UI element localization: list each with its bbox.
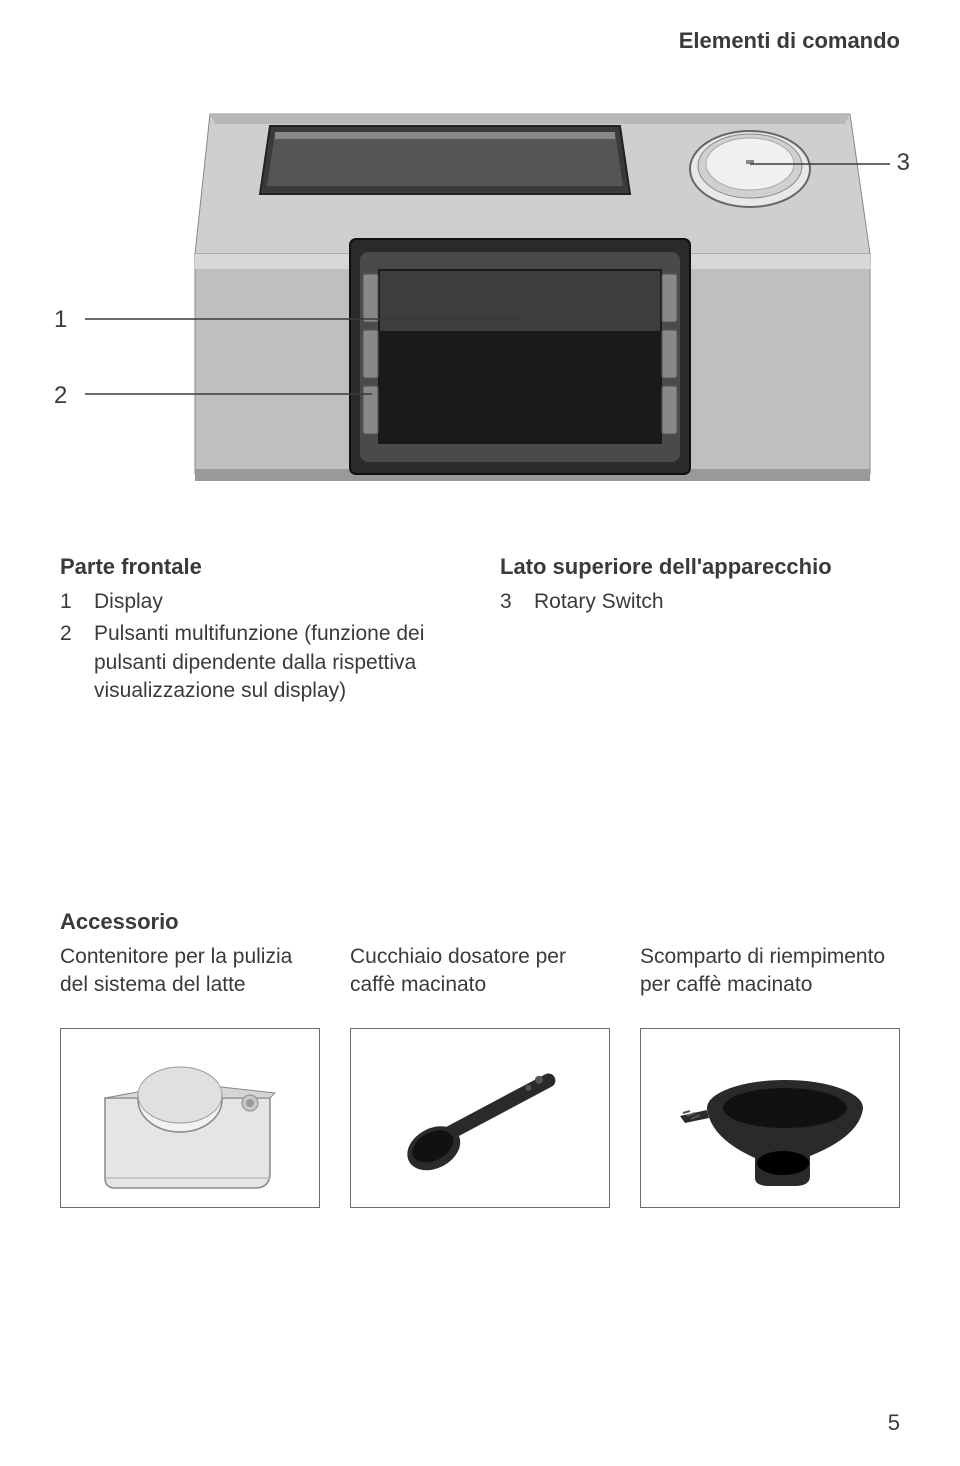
front-item: 2 Pulsanti multifunzione (funzione dei p… (60, 620, 460, 705)
callout-3: 3 (897, 149, 910, 177)
item-text: Rotary Switch (534, 588, 664, 616)
accessory-label: Scomparto di riempimento per caffè macin… (640, 943, 900, 998)
accessory-label: Cucchiaio dosatore per caffè macinato (350, 943, 610, 998)
item-number: 1 (60, 588, 76, 616)
item-text: Display (94, 588, 163, 616)
top-title: Lato superiore dell'apparecchio (500, 554, 900, 580)
accessory-image-spoon (350, 1028, 610, 1208)
description-columns: Parte frontale 1 Display 2 Pulsanti mult… (60, 554, 900, 709)
accessory-labels-row: Contenitore per la pulizia del sistema d… (60, 943, 900, 998)
callout-1: 1 (54, 306, 67, 334)
accessory-image-container (60, 1028, 320, 1208)
item-number: 2 (60, 620, 76, 705)
page-header: Elementi di comando (60, 28, 900, 54)
item-text: Pulsanti multifunzione (funzione dei pul… (94, 620, 460, 705)
front-item: 1 Display (60, 588, 460, 616)
item-number: 3 (500, 588, 516, 616)
callout-2: 2 (54, 382, 67, 410)
accessory-images-row (60, 1028, 900, 1208)
accessory-section: Accessorio Contenitore per la pulizia de… (60, 909, 900, 1208)
top-item: 3 Rotary Switch (500, 588, 900, 616)
accessory-label: Contenitore per la pulizia del sistema d… (60, 943, 320, 998)
accessory-image-funnel (640, 1028, 900, 1208)
front-column: Parte frontale 1 Display 2 Pulsanti mult… (60, 554, 460, 709)
machine-diagram: 1 2 3 (60, 74, 900, 504)
accessory-title: Accessorio (60, 909, 900, 935)
top-column: Lato superiore dell'apparecchio 3 Rotary… (500, 554, 900, 709)
front-title: Parte frontale (60, 554, 460, 580)
page-number: 5 (888, 1410, 900, 1436)
